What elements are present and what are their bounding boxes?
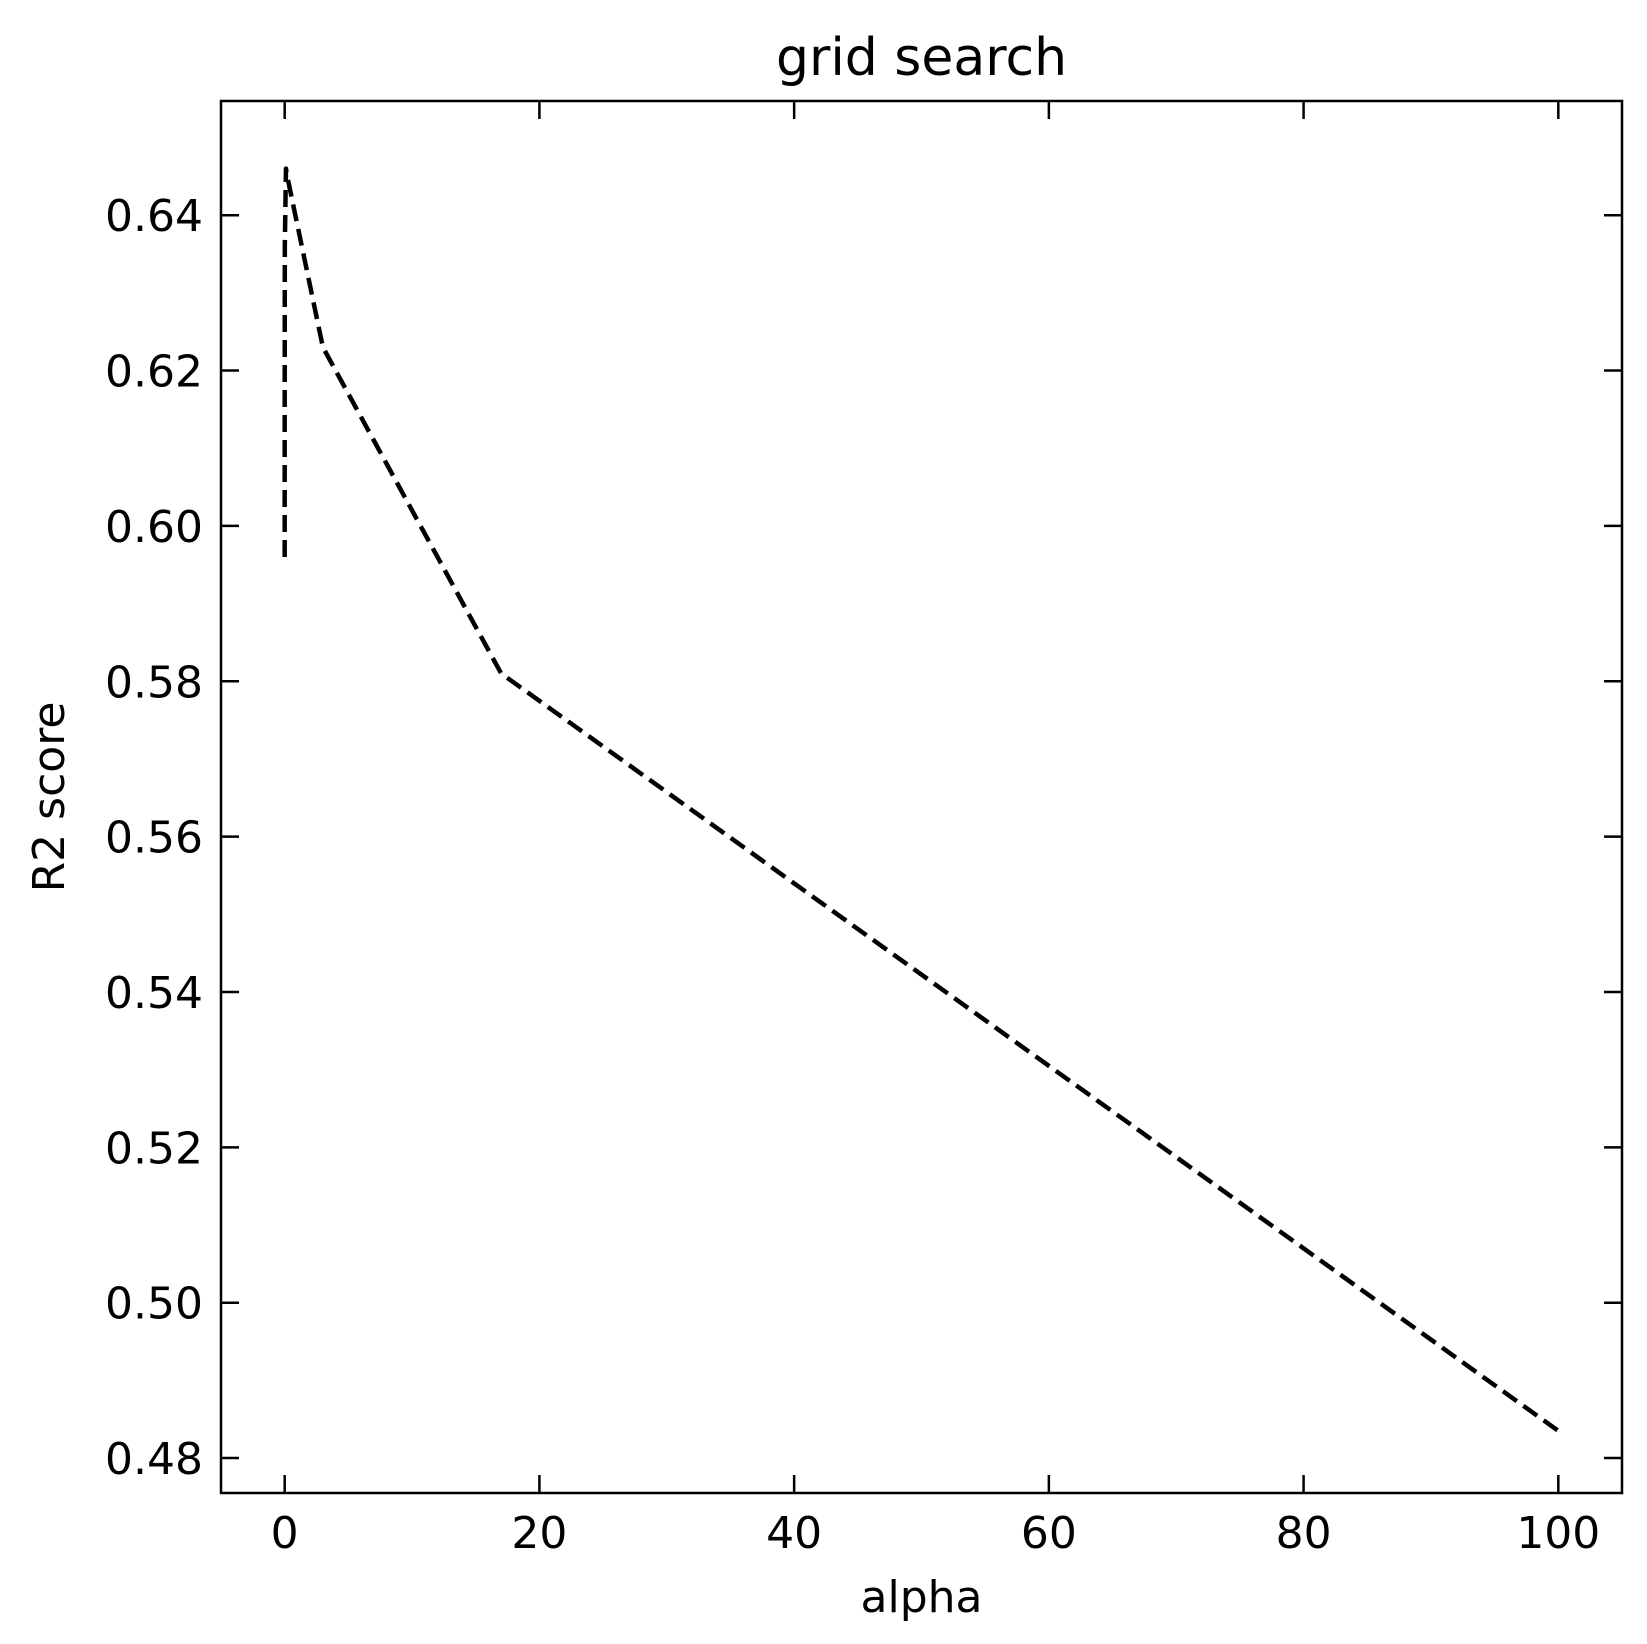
x-tick-label: 20 (511, 1508, 567, 1559)
ticks-layer: 0 20 40 60 80 100 0.48 0.50 0.52 0.54 0.56 0.58 0.60… (105, 101, 1622, 1559)
x-tick-label: 100 (1516, 1508, 1600, 1559)
y-tick-label: 0.54 (105, 968, 203, 1019)
y-tick-label: 0.62 (105, 347, 203, 398)
series-layer (282, 166, 1560, 1433)
y-tick-label: 0.48 (105, 1434, 203, 1485)
y-tick-label: 0.60 (105, 502, 203, 553)
x-axis-label: alpha (861, 1572, 983, 1623)
chart-title: grid search (776, 28, 1067, 88)
y-tick-label: 0.64 (105, 191, 203, 242)
x-tick-label: 40 (766, 1508, 822, 1559)
plot-frame (219, 99, 1624, 1495)
y-tick-label: 0.58 (105, 657, 203, 708)
series-line (282, 166, 1560, 1433)
x-tick-label: 0 (271, 1508, 299, 1559)
y-tick-label: 0.52 (105, 1123, 203, 1174)
y-tick-label: 0.50 (105, 1279, 203, 1330)
x-tick-label: 60 (1021, 1508, 1077, 1559)
y-tick-label: 0.56 (105, 813, 203, 864)
y-axis-label: R2 score (24, 702, 75, 893)
x-tick-label: 80 (1276, 1508, 1332, 1559)
